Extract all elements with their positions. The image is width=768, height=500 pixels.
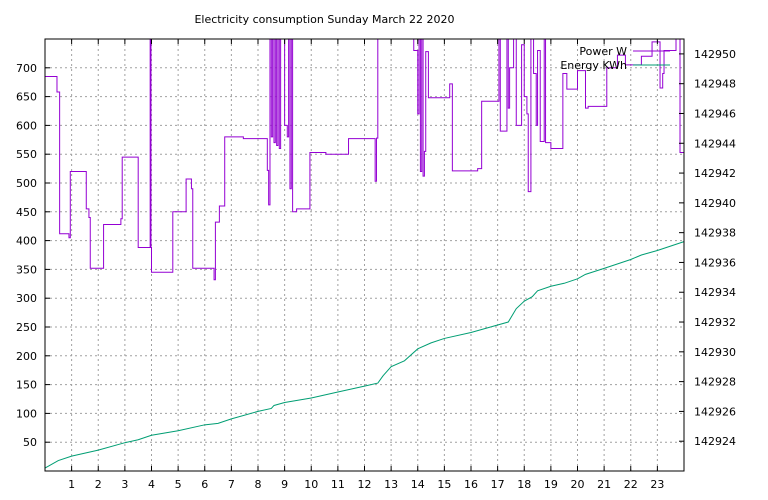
x-tick-label: 12 <box>358 478 372 491</box>
y-left-tick-label: 450 <box>16 206 37 219</box>
x-tick-label: 14 <box>411 478 425 491</box>
x-tick-label: 2 <box>95 478 102 491</box>
y-left-tick-label: 150 <box>16 379 37 392</box>
y-right-tick-label: 142950 <box>694 48 736 61</box>
x-tick-label: 13 <box>384 478 398 491</box>
x-tick-label: 4 <box>148 478 155 491</box>
y-right-tick-label: 142934 <box>694 286 736 299</box>
y-left-tick-label: 650 <box>16 91 37 104</box>
x-tick-label: 3 <box>121 478 128 491</box>
legend-label: Power W <box>579 45 627 58</box>
y-left-tick-label: 200 <box>16 350 37 363</box>
y-left-tick-label: 100 <box>16 407 37 420</box>
x-tick-label: 5 <box>175 478 182 491</box>
y-left-tick-label: 700 <box>16 62 37 75</box>
y-right-tick-label: 142948 <box>694 78 736 91</box>
grid <box>45 39 684 471</box>
x-tick-label: 17 <box>491 478 505 491</box>
x-tick-label: 21 <box>597 478 611 491</box>
legend-label: Energy KWh <box>560 59 627 72</box>
y-left-tick-label: 300 <box>16 292 37 305</box>
x-tick-label: 22 <box>624 478 638 491</box>
y-left-tick-label: 400 <box>16 235 37 248</box>
chart-title: Electricity consumption Sunday March 22 … <box>194 13 454 26</box>
y-left-tick-label: 550 <box>16 148 37 161</box>
x-tick-label: 23 <box>650 478 664 491</box>
x-tick-label: 9 <box>281 478 288 491</box>
y-left-tick-label: 350 <box>16 263 37 276</box>
y-right-tick-label: 142926 <box>694 405 736 418</box>
y-right-tick-label: 142936 <box>694 256 736 269</box>
y-right-tick-label: 142930 <box>694 346 736 359</box>
y-right-tick-label: 142924 <box>694 435 736 448</box>
x-tick-label: 19 <box>544 478 558 491</box>
y-left-tick-label: 500 <box>16 177 37 190</box>
y-right-tick-label: 142940 <box>694 197 736 210</box>
y-left-tick-label: 600 <box>16 119 37 132</box>
x-tick-label: 10 <box>304 478 318 491</box>
x-tick-label: 11 <box>331 478 345 491</box>
x-tick-label: 8 <box>255 478 262 491</box>
y-right-tick-label: 142932 <box>694 316 736 329</box>
x-tick-label: 6 <box>201 478 208 491</box>
x-tick-label: 20 <box>571 478 585 491</box>
y-right-tick-label: 142946 <box>694 107 736 120</box>
y-right-tick-label: 142928 <box>694 376 736 389</box>
series-energy-kwh-line <box>44 241 685 469</box>
x-tick-label: 15 <box>437 478 451 491</box>
y-left-tick-label: 250 <box>16 321 37 334</box>
x-tick-label: 16 <box>464 478 478 491</box>
y-right-tick-label: 142944 <box>694 137 736 150</box>
y-right-tick-label: 142942 <box>694 167 736 180</box>
x-tick-label: 1 <box>68 478 75 491</box>
axes: 1 2 3 4 5 6 7 8 9 10 11 12 13 14 15 16 17 18 19 20 21 22 23501… <box>16 39 736 491</box>
y-right-tick-label: 142938 <box>694 227 736 240</box>
y-left-tick-label: 50 <box>23 436 37 449</box>
x-tick-label: 18 <box>517 478 531 491</box>
x-tick-label: 7 <box>228 478 235 491</box>
